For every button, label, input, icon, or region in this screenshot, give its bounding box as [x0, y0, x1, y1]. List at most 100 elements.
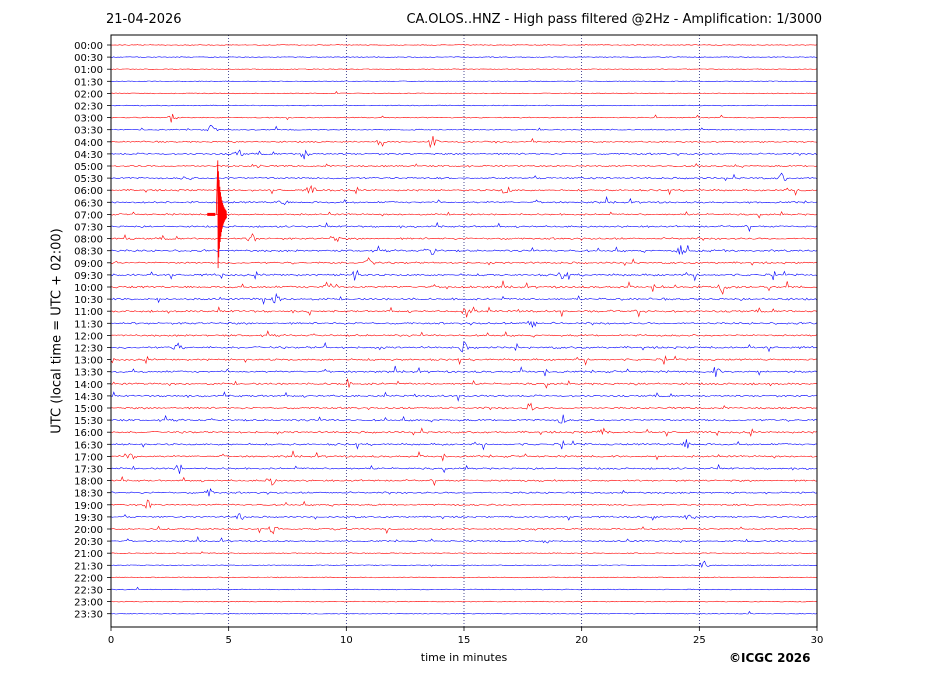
x-tick-label: 20 [575, 635, 588, 646]
row-label-1900: 19:00 [74, 501, 103, 512]
row-label-1030: 10:30 [74, 295, 103, 306]
row-label-1930: 19:30 [74, 513, 103, 524]
trace-0130 [110, 80, 817, 83]
row-label-1830: 18:30 [74, 489, 103, 500]
row-label-1700: 17:00 [74, 452, 103, 463]
trace-0330 [110, 124, 817, 132]
trace-2130 [110, 560, 817, 569]
row-label-0730: 07:30 [74, 223, 103, 234]
trace-0630 [110, 195, 817, 206]
trace-1730 [110, 463, 817, 474]
trace-0100 [110, 68, 817, 70]
trace-1400 [110, 378, 817, 389]
trace-2030 [110, 535, 817, 544]
row-label-2330: 23:30 [74, 610, 103, 621]
row-label-2000: 20:00 [74, 525, 103, 536]
trace-1900 [110, 499, 817, 509]
trace-0400 [110, 136, 817, 149]
trace-1700 [110, 450, 817, 462]
row-label-1200: 12:00 [74, 331, 103, 342]
row-label-0700: 07:00 [74, 210, 103, 221]
row-label-0530: 05:30 [74, 174, 103, 185]
trace-1600 [110, 427, 817, 437]
date-label: 21-04-2026 [106, 12, 182, 27]
x-tick-label: 15 [458, 635, 471, 646]
row-label-0330: 03:30 [74, 126, 103, 137]
trace-2230 [111, 586, 817, 591]
trace-1300 [110, 355, 817, 366]
trace-0830 [110, 245, 817, 256]
row-label-0100: 01:00 [74, 65, 103, 76]
row-label-2030: 20:30 [74, 537, 103, 548]
trace-1930 [110, 513, 817, 521]
row-label-0900: 09:00 [74, 259, 103, 270]
trace-1230 [110, 341, 817, 353]
trace-0000 [111, 44, 817, 46]
trace-1430 [110, 391, 817, 402]
row-label-1400: 14:00 [74, 380, 103, 391]
trace-2330 [110, 610, 817, 615]
trace-1630 [110, 439, 817, 451]
trace-2200 [110, 576, 817, 579]
row-label-0600: 06:00 [74, 186, 103, 197]
x-tick-label: 10 [340, 635, 353, 646]
trace-1830 [110, 488, 817, 497]
trace-0730 [110, 221, 817, 233]
trace-1800 [110, 476, 817, 487]
row-label-1330: 13:30 [74, 368, 103, 379]
trace-2100 [110, 551, 817, 555]
row-label-1800: 18:00 [74, 477, 103, 488]
trace-2300 [110, 600, 817, 603]
trace-0600 [110, 184, 817, 196]
row-label-0000: 00:00 [74, 41, 103, 52]
trace-2000 [110, 525, 817, 535]
row-label-1530: 15:30 [74, 416, 103, 427]
trace-0800 [110, 233, 817, 243]
trace-0300 [111, 113, 817, 123]
row-label-0930: 09:30 [74, 271, 103, 282]
row-label-1130: 11:30 [74, 319, 103, 330]
row-label-0300: 03:00 [74, 114, 103, 125]
row-label-1230: 12:30 [74, 344, 103, 355]
row-label-2130: 21:30 [74, 561, 103, 572]
trace-1500 [111, 402, 817, 411]
row-label-0130: 01:30 [74, 77, 103, 88]
trace-0530 [111, 172, 817, 182]
row-label-2300: 23:00 [74, 598, 103, 609]
trace-1330 [110, 365, 817, 378]
row-label-1300: 13:00 [74, 356, 103, 367]
row-label-2230: 22:30 [74, 586, 103, 597]
row-label-1500: 15:00 [74, 404, 103, 415]
row-label-2200: 22:00 [74, 573, 103, 584]
row-label-0400: 04:00 [74, 138, 103, 149]
row-label-1430: 14:30 [74, 392, 103, 403]
row-label-1600: 16:00 [74, 428, 103, 439]
row-label-1000: 10:00 [74, 283, 103, 294]
trace-1100 [110, 306, 817, 318]
trace-0930 [110, 269, 817, 282]
trace-0700 [110, 210, 817, 219]
trace-0230 [111, 104, 817, 107]
row-label-0830: 08:30 [74, 247, 103, 258]
row-label-0800: 08:00 [74, 235, 103, 246]
copyright-credit: ©ICGC 2026 [729, 651, 811, 665]
chart-title: CA.OLOS..HNZ - High pass filtered @2Hz -… [406, 12, 822, 27]
x-axis-label: time in minutes [420, 651, 508, 664]
x-tick-label: 0 [108, 635, 114, 646]
row-label-0030: 00:30 [74, 53, 103, 64]
trace-0500 [111, 163, 817, 169]
x-tick-label: 5 [225, 635, 231, 646]
row-label-0630: 06:30 [74, 198, 103, 209]
trace-0430 [110, 149, 817, 160]
row-label-2100: 21:00 [74, 549, 103, 560]
row-label-1630: 16:30 [74, 440, 103, 451]
row-label-0500: 05:00 [74, 162, 103, 173]
earthquake-spike-band [207, 212, 216, 216]
row-label-1100: 11:00 [74, 307, 103, 318]
trace-1030 [110, 292, 817, 306]
x-tick-label: 30 [811, 635, 824, 646]
trace-1000 [110, 280, 817, 295]
earthquake-spike [215, 160, 227, 269]
row-label-1730: 17:30 [74, 465, 103, 476]
